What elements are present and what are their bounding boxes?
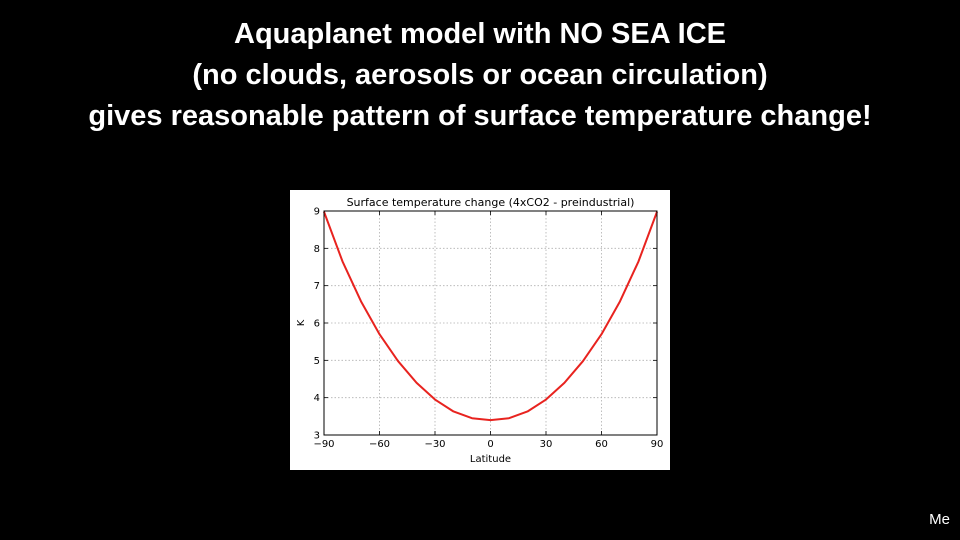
x-tick-label: 60 [595,439,608,450]
y-tick-label: 4 [314,393,320,404]
series-line [323,211,658,422]
slide-title: Aquaplanet model with NO SEA ICE (no clo… [0,14,960,137]
y-tick-label: 5 [314,356,320,367]
x-tick-label: 30 [540,439,553,450]
x-tick-label: 90 [651,439,664,450]
y-tick-label: 6 [314,319,320,330]
slide-title-line-1: Aquaplanet model with NO SEA ICE [234,18,726,50]
chart-figure: −90 −60 −30 0 30 60 90 3 4 5 6 7 8 9 Surface temperat… [290,190,670,470]
tick-layer: −90 −60 −30 0 30 60 90 3 4 5 6 7 8 9 [313,207,663,451]
slide-title-line-3: gives reasonable pattern of surface temp… [88,100,872,132]
chart-title: Surface temperature change (4xCO2 - prei… [347,196,635,209]
x-axis-label: Latitude [470,454,511,465]
grid-layer [324,211,657,435]
y-tick-label: 3 [314,431,320,442]
slide-title-line-2: (no clouds, aerosols or ocean circulatio… [192,59,768,91]
y-axis-label: K [296,319,307,326]
y-tick-label: 8 [314,244,320,255]
chart-svg: −90 −60 −30 0 30 60 90 3 4 5 6 7 8 9 Surface temperat… [296,196,663,465]
y-tick-label: 7 [314,281,320,292]
x-tick-label: −60 [369,439,390,450]
x-tick-label: −30 [424,439,445,450]
x-tick-label: 0 [487,439,493,450]
credit-label: Me [929,511,950,528]
y-tick-label: 9 [314,207,320,218]
line-layer [323,211,658,422]
x-tick-label: −90 [313,439,334,450]
